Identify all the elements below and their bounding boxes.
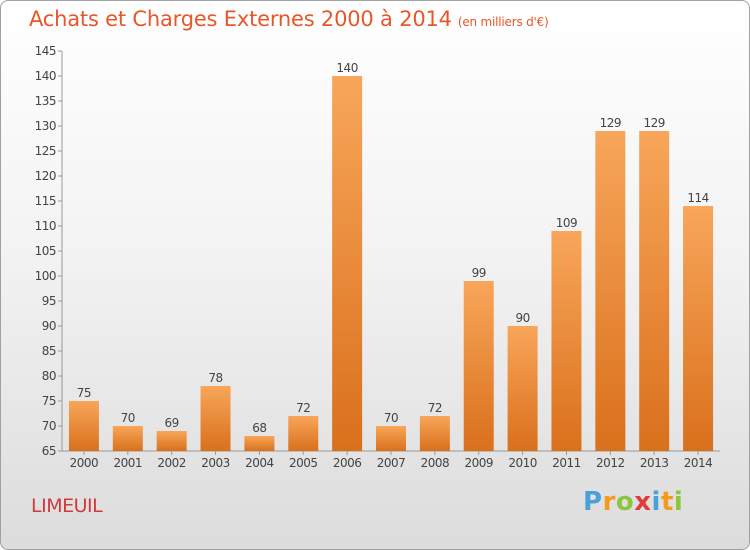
x-tick-label: 2005 (289, 456, 318, 470)
y-tick-label: 70 (42, 419, 56, 433)
bar (332, 76, 363, 451)
y-tick-label: 80 (42, 369, 56, 383)
bar-value-label: 75 (77, 386, 91, 400)
bar (156, 431, 187, 451)
title-text: Achats et Charges Externes 2000 à 2014 (29, 7, 452, 31)
bar-value-label: 78 (208, 371, 222, 385)
y-tick-label: 105 (35, 244, 56, 258)
x-tick-label: 2014 (684, 456, 713, 470)
location-name: LIMEUIL (31, 495, 103, 517)
bar-value-label: 68 (252, 421, 266, 435)
bar (419, 416, 450, 451)
bar-value-label: 72 (428, 401, 442, 415)
bar (551, 231, 582, 451)
logo-letter: i (651, 487, 661, 517)
logo-letter: o (615, 487, 635, 517)
bar-value-label: 70 (121, 411, 135, 425)
bar (68, 401, 99, 451)
y-tick-label: 65 (42, 444, 56, 458)
logo-letter: r (602, 487, 616, 517)
bar-value-label: 90 (515, 311, 529, 325)
bar (639, 131, 670, 451)
bar (112, 426, 143, 451)
y-tick-label: 90 (42, 319, 56, 333)
x-tick-label: 2004 (245, 456, 274, 470)
y-tick-label: 115 (35, 194, 56, 208)
bar (200, 386, 231, 451)
bar-value-label: 129 (643, 116, 664, 130)
logo-letter: i (673, 487, 684, 517)
y-tick-label: 85 (42, 344, 56, 358)
x-tick-label: 2007 (377, 456, 406, 470)
x-tick-label: 2012 (596, 456, 625, 470)
bar (595, 131, 626, 451)
bar-value-label: 140 (336, 61, 357, 75)
y-tick-label: 120 (35, 169, 56, 183)
bar (376, 426, 406, 451)
bar (244, 436, 275, 451)
x-tick-label: 2006 (333, 456, 362, 470)
bar-value-label: 72 (296, 401, 310, 415)
x-tick-label: 2013 (640, 456, 669, 470)
x-tick-label: 2011 (552, 456, 581, 470)
logo-letter: x (634, 487, 652, 517)
bar-value-label: 99 (472, 266, 486, 280)
y-tick-label: 125 (35, 144, 56, 158)
bar (683, 206, 714, 451)
bar (507, 326, 538, 451)
y-tick-label: 110 (35, 219, 56, 233)
x-tick-label: 2003 (201, 456, 230, 470)
y-tick-label: 100 (35, 269, 56, 283)
x-tick-label: 2000 (70, 456, 99, 470)
x-tick-label: 2002 (157, 456, 186, 470)
x-tick-label: 2010 (508, 456, 537, 470)
y-tick-label: 135 (35, 94, 56, 108)
y-tick-label: 140 (35, 69, 56, 83)
logo-letter: P (583, 487, 603, 517)
bar-value-label: 129 (600, 116, 621, 130)
x-tick-label: 2001 (114, 456, 143, 470)
bar (288, 416, 319, 451)
chart-title: Achats et Charges Externes 2000 à 2014 (e… (29, 7, 549, 31)
y-tick-label: 130 (35, 119, 56, 133)
y-tick-label: 95 (42, 294, 56, 308)
logo-letter: t (660, 487, 674, 517)
y-tick-label: 75 (42, 394, 56, 408)
bar-value-label: 70 (384, 411, 398, 425)
bar-value-label: 114 (687, 191, 708, 205)
bar-value-label: 109 (556, 216, 577, 230)
proxiti-logo: Proxiti (583, 487, 683, 517)
chart-subtitle: (en milliers d'€) (457, 15, 549, 29)
bar (463, 281, 494, 451)
bar-value-label: 69 (165, 416, 179, 430)
y-tick-label: 145 (35, 44, 56, 58)
x-tick-label: 2008 (421, 456, 450, 470)
x-tick-label: 2009 (464, 456, 493, 470)
